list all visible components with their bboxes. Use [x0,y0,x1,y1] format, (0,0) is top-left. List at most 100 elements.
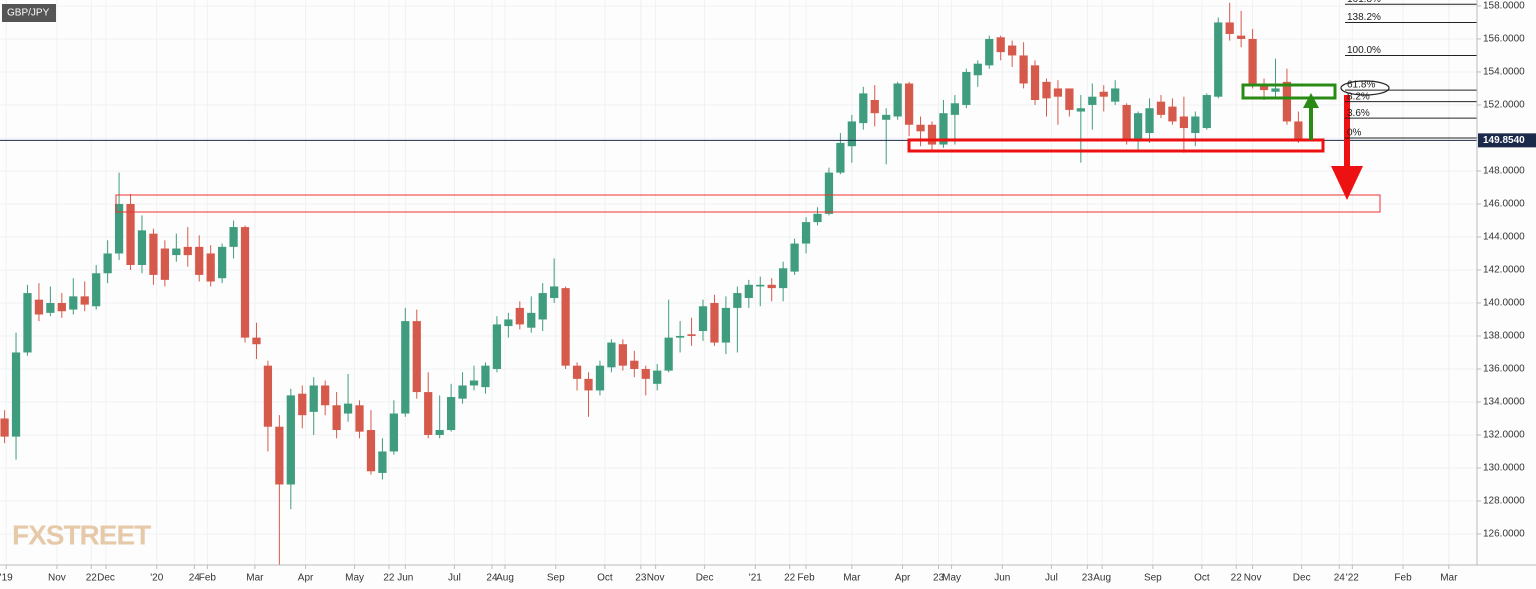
fib-label: 100.0% [1347,45,1381,56]
candle-body [424,392,433,435]
watermark: FXSTREET [12,519,151,550]
x-tick-label: Nov [48,573,66,584]
x-tick-label: Oct [1194,573,1210,584]
candle-body [469,380,479,386]
candle-body [1248,38,1257,86]
candle-body [939,113,948,145]
candle-body [23,293,32,353]
candle-body [446,397,456,431]
x-tick-label: Mar [1440,573,1458,584]
candle-body [286,395,295,485]
arrow-down-head [1331,166,1363,200]
candle-body [561,288,570,366]
candle-body [11,352,21,437]
symbol-box [2,4,56,22]
x-tick-label: 22 [86,573,98,584]
candle-body [1042,81,1051,99]
candle-body [401,321,410,414]
candle-body [1122,104,1131,142]
candle-body [996,37,1005,53]
y-tick-label: 144.0000 [1483,232,1525,243]
candle-body [252,337,261,345]
candle-body [1271,88,1280,92]
y-tick-label: 126.0000 [1483,529,1525,540]
candle-body [183,246,192,256]
x-tick-label: Dec [696,573,714,584]
candle-body [962,71,971,105]
x-tick-label: Dec [1293,573,1311,584]
candle-body [721,307,731,343]
x-tick-label: Nov [1244,573,1262,584]
candle-body [1202,95,1211,129]
candle-body [1099,91,1108,97]
candle-body [847,121,856,147]
candle-body [927,124,937,145]
candle-body [1214,22,1223,97]
candle-body [675,335,685,338]
candle-body [298,393,307,416]
candle-body [1145,108,1154,133]
candle-body [698,306,708,332]
x-tick-label: Aug [1093,573,1111,584]
last-price-box [1478,133,1536,148]
candle-body [126,203,135,266]
candle-body [1030,65,1040,100]
candle-body [1259,85,1269,91]
candle-body [80,296,89,305]
candle-body [504,319,513,327]
y-tick-label: 148.0000 [1483,166,1525,177]
x-tick-label: 22 [784,573,796,584]
candle-body [1282,81,1292,122]
candle-body [893,83,902,117]
candle-body [114,203,124,254]
y-tick-label: 154.0000 [1483,67,1525,78]
candle-body [710,302,719,343]
candle-body [1076,108,1085,112]
y-tick-label: 138.0000 [1483,331,1525,342]
candle-body [160,248,169,280]
y-tick-label: 152.0000 [1483,100,1525,111]
candle-body [973,63,982,76]
candle-body [321,385,330,406]
candle-body [1179,116,1189,129]
x-tick-label: Feb [797,573,815,584]
y-tick-label: 140.0000 [1483,298,1525,309]
candle-body [57,302,66,312]
y-tick-label: 136.0000 [1483,364,1525,375]
x-tick-label: Oct [597,573,613,584]
fib-levels: 161.8% 138.2% 100.0% 61.8%8.2% 3.6% 0% [1345,0,1477,139]
candle-body [664,337,673,371]
candle-body [172,248,181,256]
candle-body [916,124,925,132]
candle-body [550,286,559,299]
highlight-ellipse [1340,80,1390,96]
candle-body [1191,116,1200,133]
candle-body [733,293,742,308]
x-tick-label: May [345,573,364,584]
candle-body [607,342,616,368]
candle-body [309,385,318,412]
y-tick-label: 134.0000 [1483,397,1525,408]
candle-body [275,426,284,485]
candle-body [92,273,101,307]
fib-label: 0% [1347,128,1362,139]
x-tick-label: Jul [448,573,461,584]
candle-body [801,222,811,244]
x-tick-label: Aug [496,573,514,584]
x-tick-label: Apr [895,573,911,584]
x-tick-label: 23 [635,573,647,584]
candle-body [69,296,78,310]
x-tick-label: 23 [1082,573,1094,584]
candle-body [527,312,536,328]
fib-label: 8.2% [1347,91,1370,102]
candle-body [882,114,891,120]
x-tick-label: Nov [647,573,665,584]
candle-body [103,253,112,274]
x-tick-label: Mar [246,573,264,584]
x-tick-label: May [942,573,961,584]
candle-body [0,418,9,437]
candle-body [859,93,868,124]
x-tick-label: 22 [1231,573,1243,584]
candle-body [744,284,753,299]
